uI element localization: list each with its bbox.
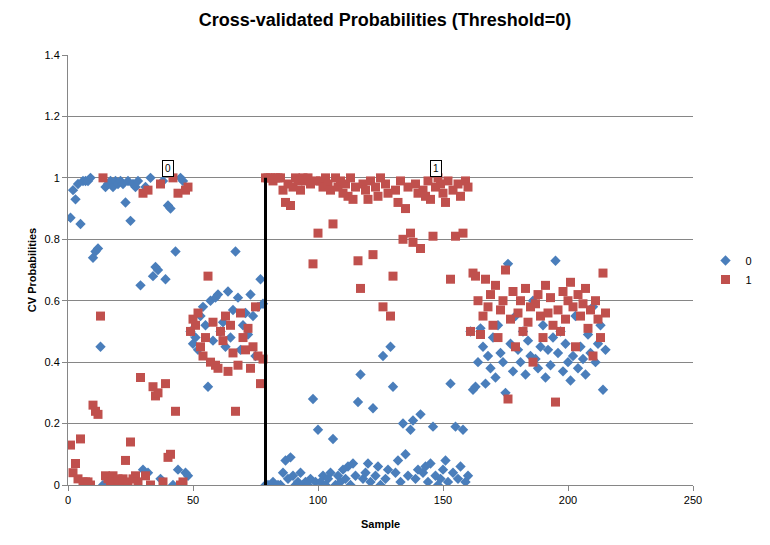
svg-text:1: 1	[433, 163, 439, 174]
svg-text:0.2: 0.2	[45, 417, 60, 429]
svg-text:Cross-validated Probabilities: Cross-validated Probabilities (Threshold…	[199, 10, 572, 30]
svg-text:150: 150	[434, 494, 452, 506]
svg-text:0: 0	[746, 255, 752, 267]
svg-text:0: 0	[65, 494, 71, 506]
svg-text:200: 200	[559, 494, 577, 506]
svg-text:CV Probabilities: CV Probabilities	[26, 228, 38, 312]
svg-text:0.8: 0.8	[45, 233, 60, 245]
svg-text:250: 250	[684, 494, 702, 506]
svg-text:1.4: 1.4	[45, 49, 60, 61]
svg-text:Sample: Sample	[361, 518, 400, 530]
svg-text:50: 50	[187, 494, 199, 506]
svg-text:1.2: 1.2	[45, 110, 60, 122]
svg-text:0: 0	[54, 479, 60, 491]
svg-text:0.6: 0.6	[45, 295, 60, 307]
svg-text:1: 1	[746, 274, 752, 286]
svg-text:0.4: 0.4	[45, 356, 60, 368]
svg-text:100: 100	[309, 494, 327, 506]
svg-text:0: 0	[165, 163, 171, 174]
svg-text:1: 1	[54, 172, 60, 184]
